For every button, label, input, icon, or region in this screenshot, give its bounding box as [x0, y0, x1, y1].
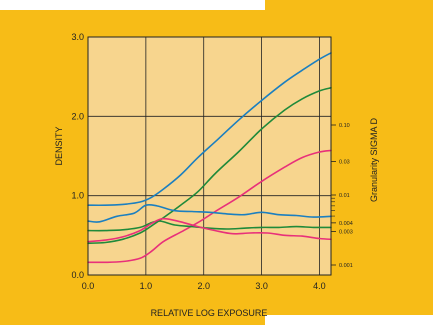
y-tick-label: 2.0	[71, 111, 84, 121]
x-axis-label: RELATIVE LOG EXPOSURE	[151, 308, 268, 318]
y-axis-label: DENSITY	[54, 126, 64, 165]
y2-tick-label: 0.01	[339, 193, 350, 199]
y-tick-label: 1.0	[71, 191, 84, 201]
x-tick-label: 4.0	[313, 281, 326, 291]
y2-tick-label: 0.03	[339, 160, 350, 166]
y2-tick-label: 0.004	[339, 221, 353, 227]
density-curve-magenta	[87, 149, 332, 264]
y2-axis-label: Granularity SIGMA D	[369, 117, 379, 202]
y2-tick-label: 0.003	[339, 230, 353, 236]
granularity-curve-magenta	[87, 217, 332, 243]
x-tick-label: 3.0	[255, 281, 268, 291]
x-tick-label: 2.0	[197, 281, 210, 291]
x-tick-labels: 0.0 1.0 2.0 3.0 4.0	[82, 281, 326, 291]
y2-tick-label: 0.001	[339, 263, 353, 269]
granularity-curve-blue	[87, 203, 332, 223]
x-tick-label: 0.0	[82, 281, 95, 291]
right-granularity-axis: 0.10 0.03 0.01 0.004 0.003 0.001	[331, 123, 353, 269]
series-layer	[87, 52, 332, 264]
x-tick-label: 1.0	[140, 281, 153, 291]
y-tick-label: 0.0	[71, 270, 84, 280]
y-tick-label: 3.0	[71, 32, 84, 42]
plot-frame	[87, 36, 332, 276]
y2-tick-label: 0.10	[339, 123, 350, 129]
density-curve-blue	[87, 52, 332, 207]
density-curve-green	[87, 87, 332, 245]
y-tick-labels: 0.0 1.0 2.0 3.0	[71, 32, 84, 280]
